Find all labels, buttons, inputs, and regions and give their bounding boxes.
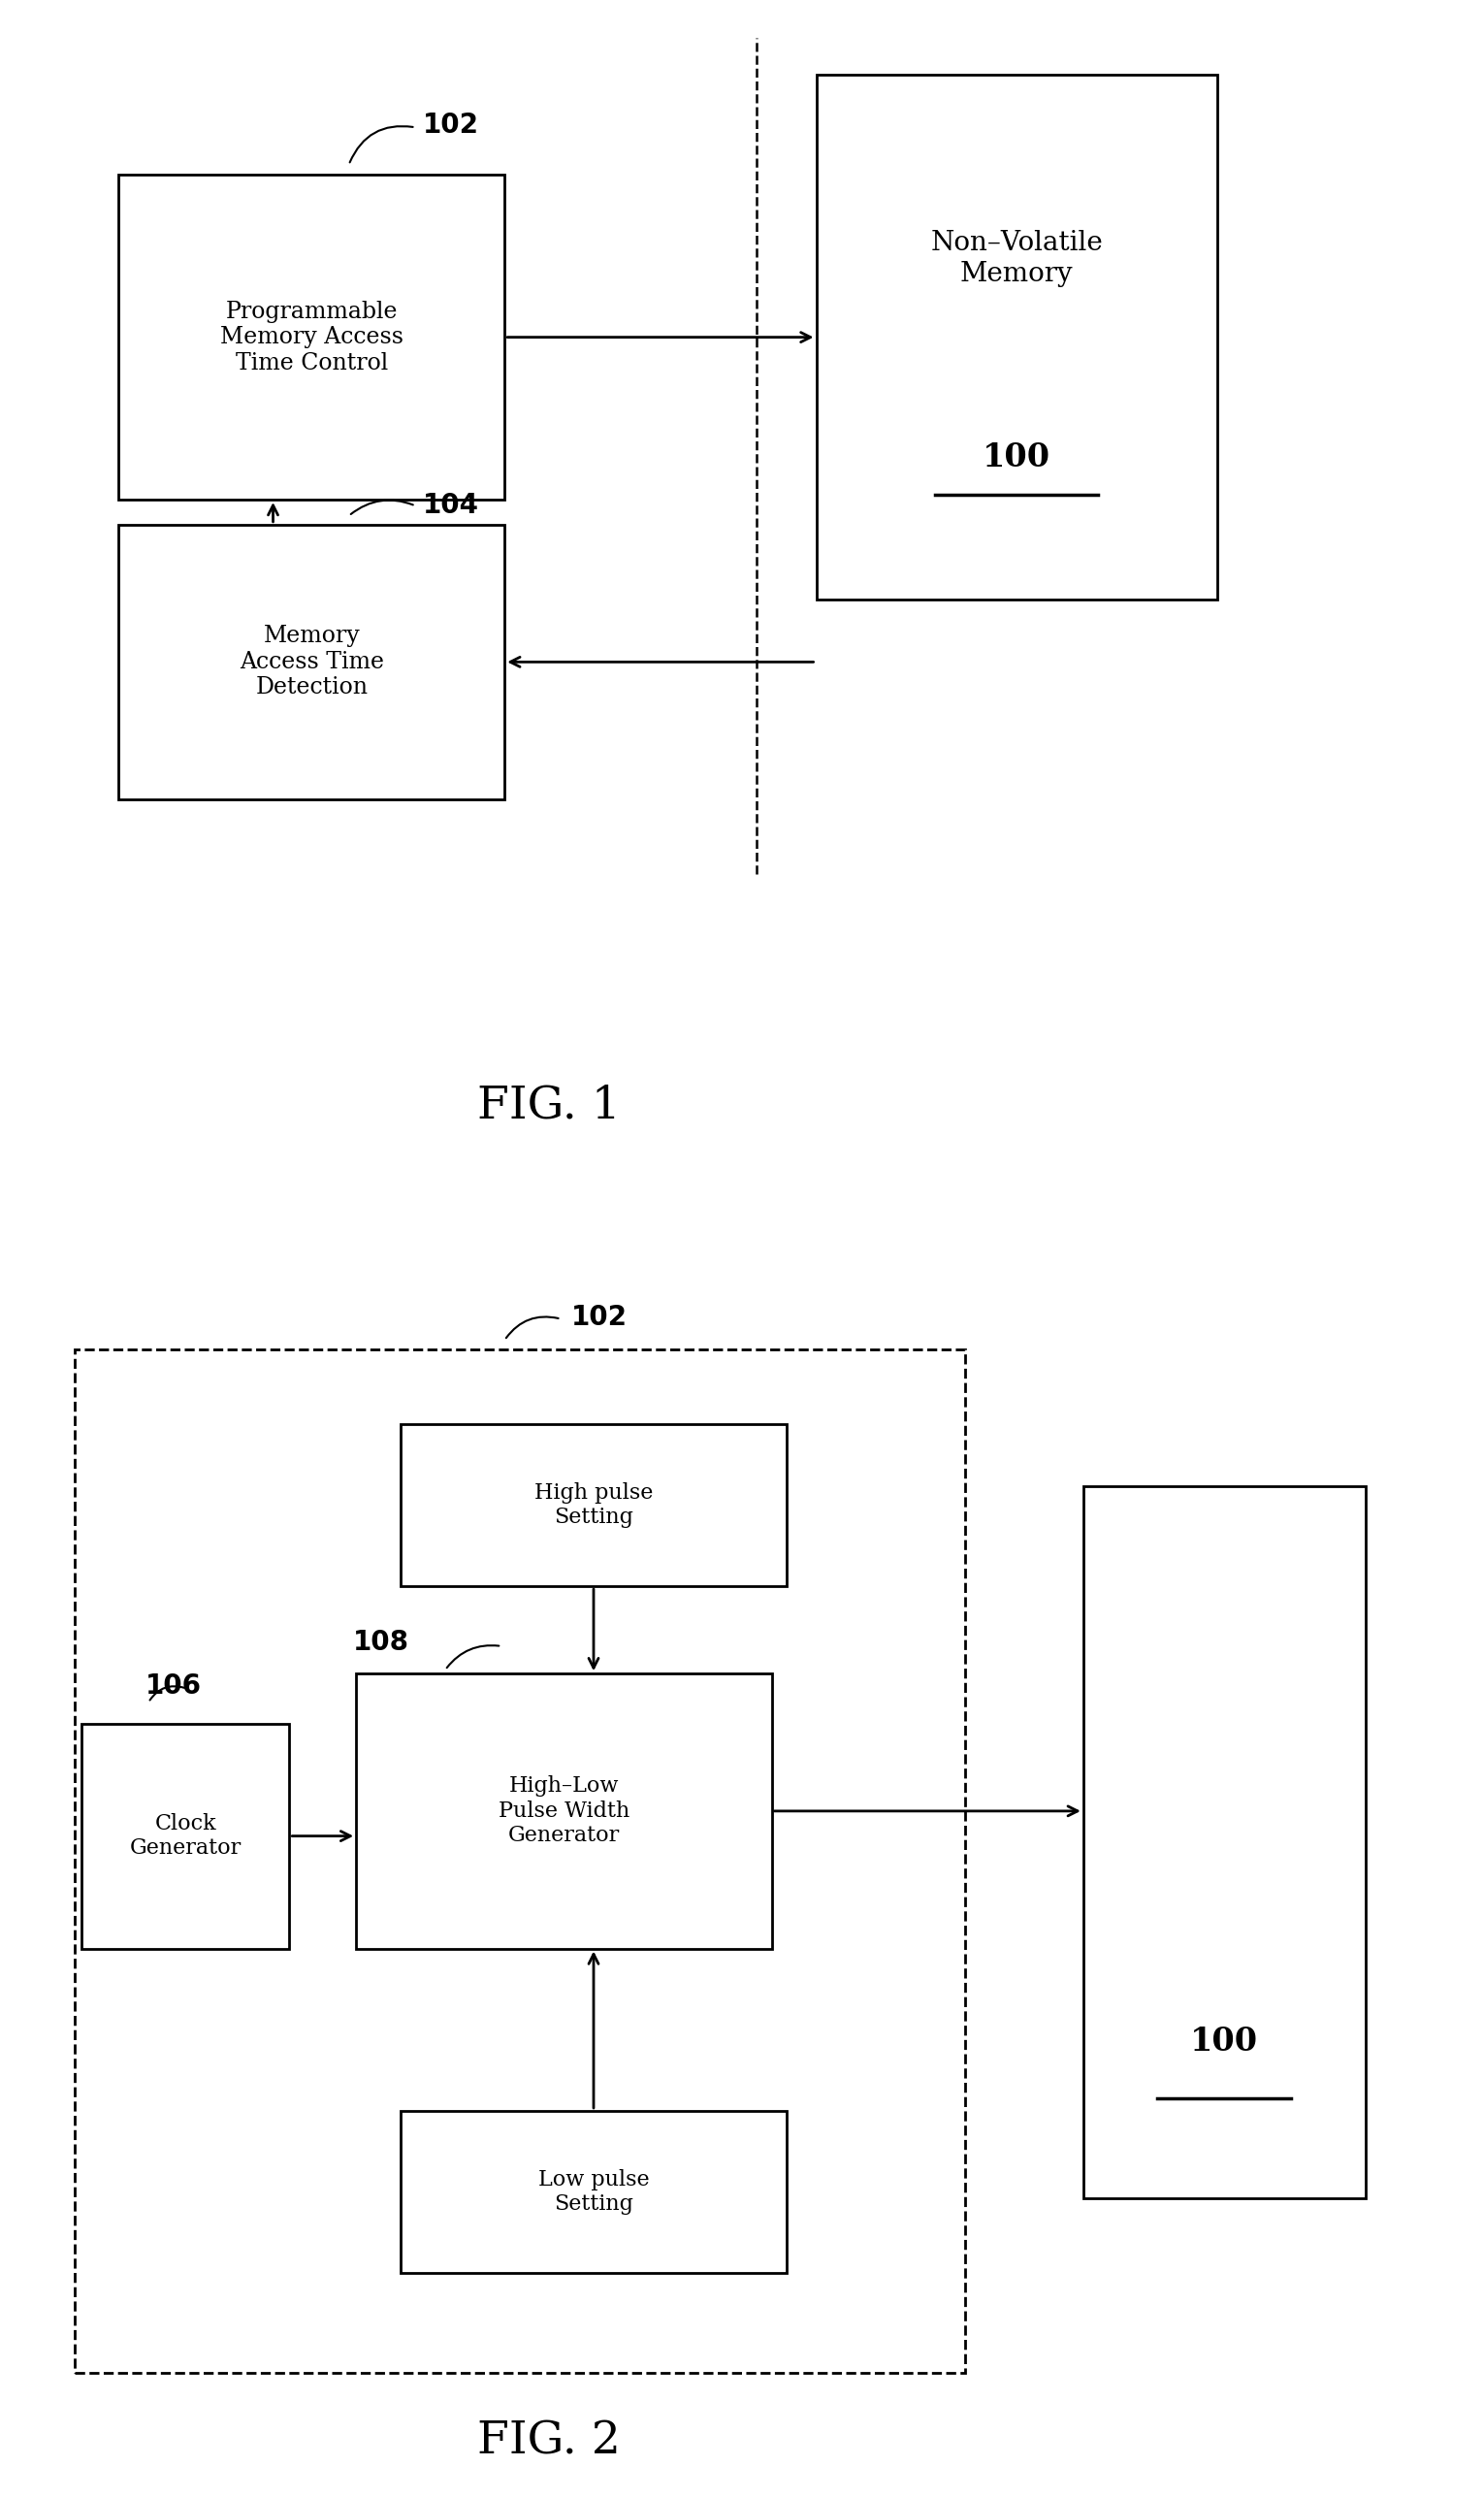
- FancyBboxPatch shape: [1083, 1486, 1365, 2198]
- FancyBboxPatch shape: [401, 2111, 787, 2273]
- Text: FIG. 1: FIG. 1: [478, 1084, 620, 1127]
- FancyBboxPatch shape: [119, 525, 505, 799]
- Text: Non–Volatile
Memory: Non–Volatile Memory: [930, 230, 1103, 287]
- Text: 106: 106: [145, 1674, 202, 1699]
- Text: Clock
Generator: Clock Generator: [129, 1814, 242, 1859]
- Text: 100: 100: [982, 442, 1051, 475]
- FancyBboxPatch shape: [119, 175, 505, 500]
- Text: High–Low
Pulse Width
Generator: High–Low Pulse Width Generator: [499, 1776, 629, 1846]
- Text: Programmable
Memory Access
Time Control: Programmable Memory Access Time Control: [220, 300, 404, 375]
- Text: 108: 108: [353, 1629, 410, 1656]
- Text: 104: 104: [423, 492, 479, 520]
- FancyBboxPatch shape: [82, 1724, 289, 1948]
- FancyBboxPatch shape: [816, 75, 1217, 600]
- Text: FIG. 2: FIG. 2: [478, 2421, 620, 2463]
- Text: 102: 102: [423, 112, 479, 137]
- Text: Low pulse
Setting: Low pulse Setting: [539, 2168, 649, 2216]
- Text: 100: 100: [1190, 2026, 1258, 2058]
- Text: 102: 102: [571, 1304, 628, 1331]
- Text: Memory
Access Time
Detection: Memory Access Time Detection: [239, 624, 384, 699]
- Text: High pulse
Setting: High pulse Setting: [534, 1481, 653, 1529]
- FancyBboxPatch shape: [401, 1424, 787, 1586]
- FancyBboxPatch shape: [356, 1674, 772, 1948]
